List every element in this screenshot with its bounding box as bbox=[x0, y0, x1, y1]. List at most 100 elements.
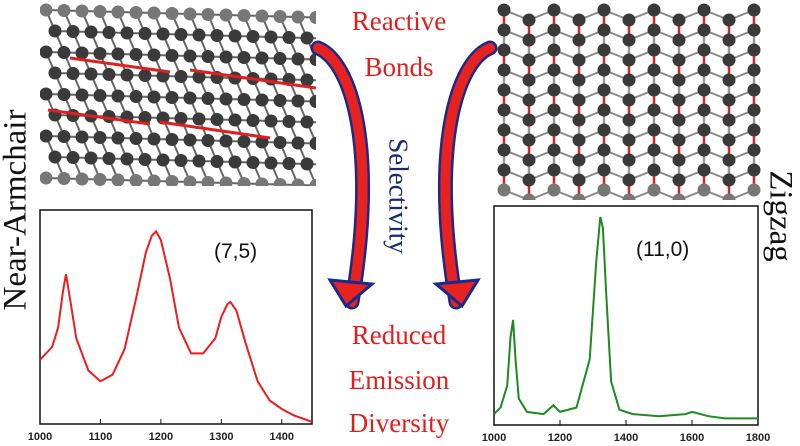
carbon-atom bbox=[192, 70, 206, 84]
carbon-atom bbox=[273, 10, 287, 23]
carbon-atom bbox=[300, 31, 314, 45]
carbon-atom bbox=[57, 130, 71, 143]
carbon-atom bbox=[111, 131, 125, 145]
carbon-atom bbox=[522, 13, 536, 27]
carbon-atom bbox=[210, 155, 224, 168]
carbon-atom bbox=[111, 89, 125, 103]
carbon-atom bbox=[111, 173, 125, 186]
carbon-atom bbox=[547, 63, 561, 77]
carbon-atom bbox=[147, 90, 161, 104]
carbon-atom bbox=[210, 29, 224, 42]
carbon-atom bbox=[647, 103, 661, 117]
carbon-atom bbox=[572, 113, 586, 127]
carbon-atom bbox=[309, 53, 316, 66]
carbon-atom bbox=[522, 93, 536, 107]
carbon-atom bbox=[522, 113, 536, 127]
carbon-atom bbox=[300, 157, 314, 171]
x-tick-label: 1200 bbox=[548, 432, 572, 444]
carbon-atom bbox=[597, 83, 611, 97]
reactive-bond bbox=[47, 108, 151, 126]
carbon-atom bbox=[228, 155, 242, 169]
carbon-atom bbox=[722, 133, 736, 147]
carbon-atom bbox=[547, 103, 561, 117]
carbon-atom bbox=[547, 163, 561, 177]
carbon-atom bbox=[138, 69, 152, 82]
carbon-atom bbox=[183, 7, 197, 21]
carbon-atom bbox=[622, 13, 636, 27]
carbon-atom bbox=[647, 163, 661, 177]
carbon-atom bbox=[147, 6, 161, 20]
carbon-atom bbox=[309, 95, 316, 108]
chiral-index-label-11-0: (11,0) bbox=[636, 238, 689, 261]
carbon-atom bbox=[273, 52, 287, 65]
carbon-atom bbox=[255, 93, 269, 107]
carbon-atom bbox=[40, 3, 53, 17]
carbon-atom bbox=[129, 90, 143, 103]
carbon-atom bbox=[747, 123, 761, 137]
carbon-atom bbox=[672, 113, 686, 127]
carbon-atom bbox=[672, 133, 686, 147]
carbon-atom bbox=[722, 53, 736, 67]
carbon-atom bbox=[747, 83, 761, 97]
reactive-bond bbox=[189, 68, 316, 90]
carbon-atom bbox=[309, 137, 316, 150]
carbon-atom bbox=[497, 43, 511, 57]
carbon-atom bbox=[201, 176, 215, 186]
x-tick-label: 1400 bbox=[614, 432, 638, 444]
carbon-atom bbox=[547, 23, 561, 37]
carbon-atom bbox=[309, 179, 316, 186]
carbon-atom bbox=[138, 153, 152, 166]
carbon-atom bbox=[84, 151, 98, 165]
bonds-label: Bonds bbox=[364, 52, 434, 82]
carbon-atom bbox=[697, 23, 711, 37]
carbon-atom bbox=[522, 173, 536, 187]
carbon-atom bbox=[237, 135, 251, 148]
carbon-atom bbox=[255, 9, 269, 23]
carbon-atom bbox=[522, 133, 536, 147]
carbon-atom bbox=[246, 114, 260, 127]
carbon-atom bbox=[291, 136, 305, 150]
carbon-atom bbox=[93, 89, 107, 102]
carbon-atom bbox=[111, 47, 125, 61]
carbon-atom bbox=[522, 153, 536, 167]
carbon-atom bbox=[697, 163, 711, 177]
right-curved-arrow bbox=[432, 40, 498, 310]
carbon-atom bbox=[697, 63, 711, 77]
carbon-atom bbox=[66, 25, 80, 38]
carbon-atom bbox=[183, 133, 197, 147]
spectrum-chart-7-5: (7,5) 1000 1100 1200 1300 1400 bbox=[28, 209, 313, 443]
carbon-atom bbox=[219, 50, 233, 64]
carbon-atom bbox=[102, 26, 116, 39]
carbon-atom bbox=[75, 46, 89, 60]
carbon-atom bbox=[672, 53, 686, 67]
carbon-atom bbox=[246, 30, 260, 43]
carbon-atom bbox=[156, 153, 170, 167]
reactive-bond bbox=[159, 120, 271, 140]
carbon-atom bbox=[300, 73, 314, 87]
carbon-atom bbox=[156, 27, 170, 41]
carbon-atom bbox=[264, 114, 278, 128]
carbon-atom bbox=[138, 111, 152, 124]
carbon-atom bbox=[672, 153, 686, 167]
carbon-atom bbox=[647, 183, 661, 197]
carbon-atom bbox=[138, 27, 152, 40]
carbon-atom bbox=[647, 83, 661, 97]
carbon-atom bbox=[183, 175, 197, 186]
carbon-atom bbox=[75, 88, 89, 102]
carbon-atom bbox=[273, 178, 287, 186]
carbon-atom bbox=[522, 193, 536, 200]
carbon-atom bbox=[273, 136, 287, 149]
carbon-atom bbox=[174, 28, 188, 41]
carbon-atom bbox=[547, 183, 561, 197]
carbon-atom bbox=[647, 43, 661, 57]
carbon-atom bbox=[597, 43, 611, 57]
carbon-atom bbox=[622, 93, 636, 107]
carbon-atom bbox=[497, 183, 511, 197]
carbon-atom bbox=[597, 183, 611, 197]
carbon-atom bbox=[672, 93, 686, 107]
carbon-atom bbox=[264, 156, 278, 170]
carbon-atom bbox=[497, 163, 511, 177]
carbon-atom bbox=[747, 3, 761, 17]
carbon-atom bbox=[722, 33, 736, 47]
carbon-atom bbox=[622, 33, 636, 47]
